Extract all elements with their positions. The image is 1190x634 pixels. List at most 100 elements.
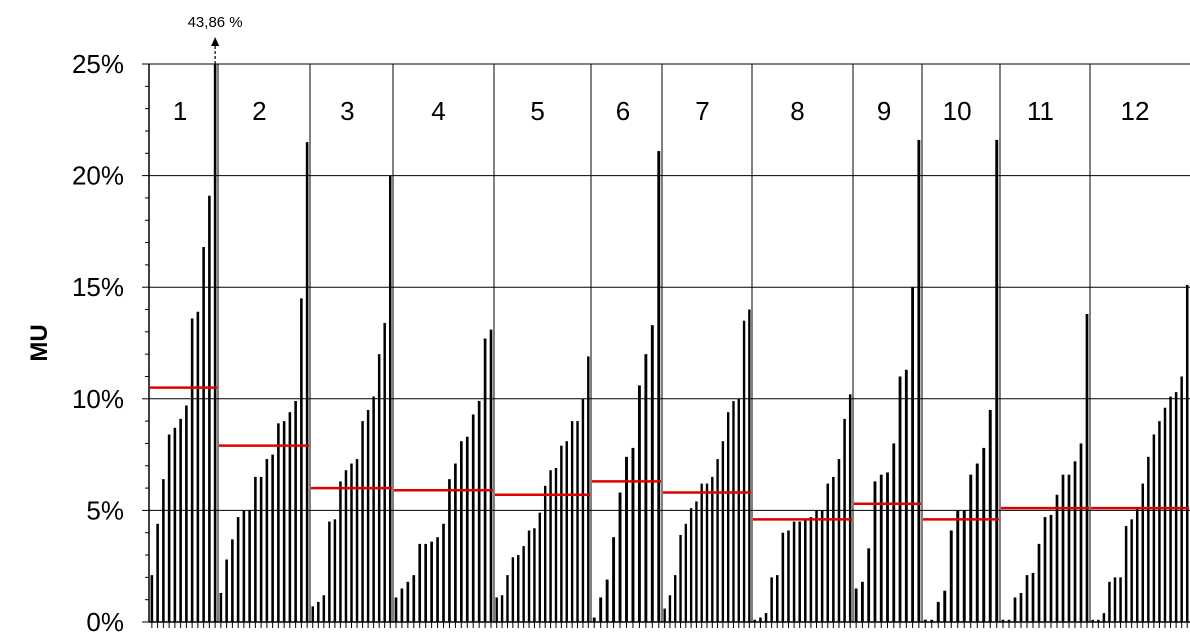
y-tick-label: 10%: [72, 384, 124, 414]
bar: [700, 483, 703, 622]
annotation-arrowhead: [211, 37, 220, 46]
bar: [1085, 313, 1089, 622]
bar: [477, 401, 481, 622]
bar: [716, 459, 719, 622]
bar: [208, 195, 211, 623]
bar: [185, 405, 188, 622]
bar: [1108, 581, 1111, 622]
bar: [969, 474, 973, 622]
bar: [219, 592, 223, 622]
bar: [904, 369, 908, 622]
bar: [742, 320, 746, 622]
bar: [599, 597, 603, 622]
bar: [459, 441, 463, 622]
bar: [1043, 517, 1047, 622]
group-label: 4: [431, 96, 445, 126]
bar: [809, 517, 813, 622]
bar: [538, 512, 542, 622]
bar: [213, 64, 217, 622]
bar: [311, 606, 315, 622]
bar: [265, 459, 269, 622]
bar: [848, 394, 852, 622]
bar: [612, 537, 616, 622]
bar: [167, 434, 171, 622]
bar: [259, 476, 263, 622]
bar: [549, 470, 552, 622]
bar: [454, 463, 457, 622]
bar: [1013, 597, 1017, 622]
bar: [554, 467, 558, 622]
mean-lines: [150, 386, 1189, 521]
bar: [1019, 592, 1023, 622]
bar: [732, 401, 735, 622]
bar: [581, 398, 585, 622]
bar: [867, 548, 871, 622]
bar: [770, 577, 773, 622]
bar: [190, 318, 194, 622]
bar: [798, 521, 801, 622]
bar: [753, 619, 757, 622]
bar: [781, 532, 785, 622]
bar: [679, 534, 682, 622]
bar: [826, 483, 830, 622]
bar: [956, 510, 960, 622]
bar: [587, 356, 590, 622]
group-label: 9: [877, 96, 891, 126]
bar: [988, 409, 992, 622]
group-label: 11: [1027, 96, 1054, 126]
bar: [465, 436, 469, 622]
y-tick-label: 5%: [86, 495, 124, 525]
bar: [412, 575, 416, 622]
bar: [305, 142, 309, 622]
y-tick-label: 25%: [72, 49, 124, 79]
bar: [962, 510, 966, 622]
bar: [1130, 519, 1133, 622]
bar: [500, 595, 504, 622]
bar: [236, 517, 240, 622]
bar: [943, 590, 947, 622]
group-label: 8: [790, 96, 804, 126]
bar: [748, 309, 751, 622]
bar: [605, 579, 609, 622]
y-axis-tick-labels: 0% 5% 10% 15% 20% 25%: [72, 49, 149, 634]
bar: [430, 541, 433, 622]
group-label: 7: [695, 96, 709, 126]
bar: [576, 421, 579, 622]
bar: [436, 537, 439, 622]
bar: [533, 528, 536, 622]
bar: [668, 595, 672, 622]
bar: [657, 151, 661, 622]
bar: [294, 401, 297, 622]
group-label: 12: [1121, 96, 1150, 126]
group-label: 10: [943, 96, 972, 126]
bar: [923, 619, 927, 622]
bar: [339, 481, 342, 622]
bar: [1061, 474, 1065, 622]
bar: [350, 463, 353, 622]
bar: [650, 325, 654, 622]
bar: [400, 588, 404, 622]
bar: [1091, 619, 1095, 622]
bar: [1049, 514, 1053, 622]
group-label: 3: [340, 96, 354, 126]
group-label: 2: [252, 96, 266, 126]
bar: [406, 581, 410, 622]
bar: [300, 298, 303, 622]
bar: [471, 414, 475, 622]
bar: [775, 575, 779, 622]
bar: [150, 575, 154, 622]
bar: [383, 322, 386, 622]
bar: [892, 443, 896, 622]
bar: [1037, 543, 1041, 622]
bar: [917, 139, 921, 622]
bar: [631, 447, 635, 622]
bar: [162, 479, 165, 622]
bar: [911, 287, 915, 622]
bar: [873, 481, 877, 622]
bar: [495, 597, 498, 622]
bar: [333, 519, 337, 622]
bar: [1097, 619, 1100, 622]
bar: [231, 539, 234, 622]
bar: [394, 597, 398, 622]
bar: [322, 595, 326, 622]
